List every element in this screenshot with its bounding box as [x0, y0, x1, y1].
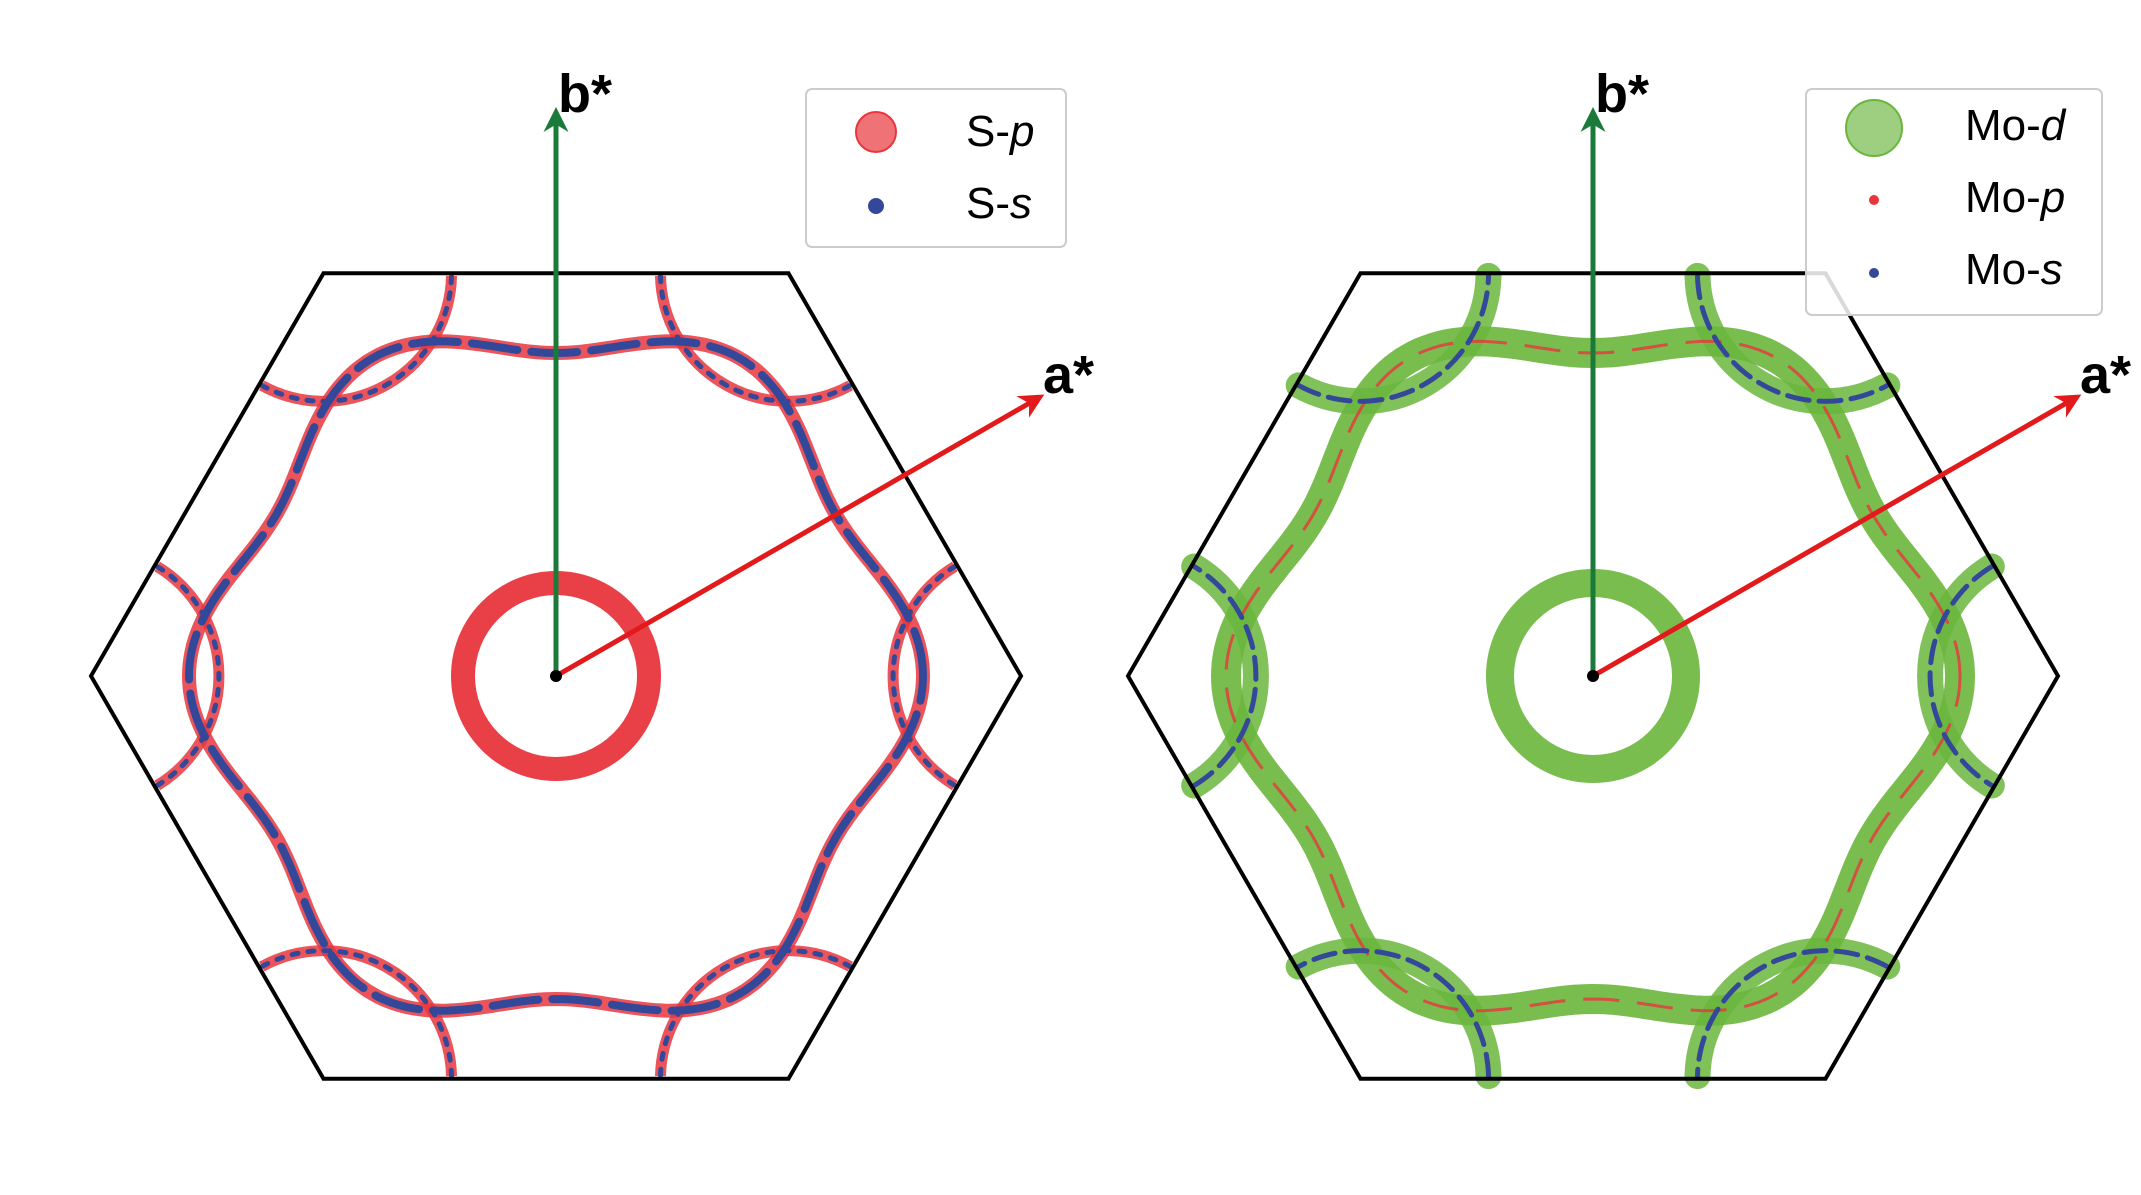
b-star-label: b* — [1595, 64, 1649, 124]
b-star-label: b* — [558, 64, 612, 124]
legend-marker-s-p — [855, 111, 897, 153]
a-star-label: a* — [2080, 345, 2131, 405]
legend-marker-mo-s — [1869, 268, 1879, 278]
a-star-axis-arrow — [554, 394, 1045, 679]
panel-s-orbitals: b* a* S-p S-s — [88, 64, 1094, 1081]
legend-marker-s-s — [868, 198, 884, 214]
legend-label-s-p: S-p — [966, 107, 1034, 156]
fermi-surface-mo — [1181, 262, 2005, 1090]
corner-pocket-s-s — [658, 273, 853, 404]
fermi-surface-s — [154, 273, 958, 1079]
gamma-point — [550, 670, 562, 682]
corner-pocket-mo-s — [1695, 273, 1890, 404]
brillouin-zone-hexagon — [88, 271, 1024, 1081]
a-star-label: a* — [1043, 345, 1094, 405]
a-star-axis-arrow — [1591, 394, 2082, 679]
legend-label-mo-p: Mo-p — [1965, 173, 2065, 222]
fermi-star-s-s — [184, 337, 928, 1015]
corner-pocket-mo-s — [1191, 564, 1259, 788]
legend-label-s-s: S-s — [966, 179, 1032, 228]
legend-marker-mo-p — [1869, 195, 1879, 205]
corner-pocket-s-s — [658, 948, 853, 1079]
legend-label-mo-d: Mo-d — [1965, 101, 2067, 150]
legend-marker-mo-d — [1845, 99, 1903, 157]
corner-pocket-mo-s — [1927, 564, 1995, 788]
fermi-star-mo-p — [1224, 339, 1962, 1013]
corner-pocket-mo-s — [1296, 273, 1491, 404]
gamma-point — [1587, 670, 1599, 682]
legend-s: S-p S-s — [805, 88, 1067, 248]
corner-pocket-s-s — [259, 273, 454, 404]
corner-pocket-s-s — [890, 564, 958, 788]
legend-label-mo-s: Mo-s — [1965, 245, 2063, 294]
corner-pocket-s-s — [259, 948, 454, 1079]
corner-pocket-mo-s — [1296, 948, 1491, 1079]
corner-pocket-mo-s — [1695, 948, 1890, 1079]
legend-mo: Mo-d Mo-p Mo-s — [1805, 88, 2103, 316]
panel-mo-orbitals: b* a* Mo-d Mo-p Mo-s — [1125, 64, 2131, 1090]
corner-pocket-s-s — [154, 564, 222, 788]
